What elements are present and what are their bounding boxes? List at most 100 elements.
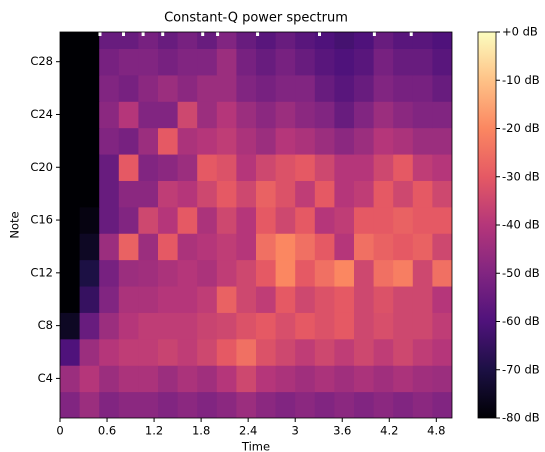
heatmap-cell bbox=[236, 127, 257, 155]
heatmap-cell bbox=[177, 74, 198, 102]
colorbar-tick-label: -20 dB bbox=[502, 121, 540, 135]
heatmap-cell bbox=[354, 74, 375, 102]
heatmap-cell bbox=[295, 32, 316, 49]
heatmap-cell bbox=[275, 154, 296, 181]
heatmap-cell bbox=[275, 206, 296, 234]
heatmap-cell bbox=[79, 74, 100, 102]
onset-marker bbox=[409, 32, 413, 36]
heatmap-cell bbox=[256, 365, 277, 393]
heatmap-cell bbox=[99, 259, 120, 287]
heatmap-cell bbox=[354, 338, 375, 366]
heatmap-cell bbox=[118, 259, 139, 287]
heatmap-cell bbox=[412, 312, 433, 340]
heatmap-cell bbox=[99, 32, 120, 49]
heatmap-cell bbox=[275, 259, 296, 287]
heatmap-cell bbox=[275, 48, 296, 76]
onset-marker bbox=[201, 32, 205, 36]
heatmap-cell bbox=[314, 48, 335, 76]
heatmap-cell bbox=[354, 233, 375, 261]
heatmap-cell bbox=[354, 101, 375, 129]
heatmap-cell bbox=[79, 180, 100, 208]
heatmap-cell bbox=[236, 312, 257, 340]
heatmap-cell bbox=[197, 101, 218, 129]
x-tick-label: 1.2 bbox=[145, 424, 163, 438]
heatmap-cell bbox=[158, 206, 179, 234]
heatmap-cell bbox=[138, 233, 159, 261]
colorbar-tick-label: -30 dB bbox=[502, 169, 540, 183]
heatmap-cell bbox=[118, 48, 139, 76]
heatmap-cell bbox=[177, 127, 198, 155]
heatmap-cell bbox=[354, 48, 375, 76]
heatmap-cell bbox=[236, 206, 257, 234]
y-axis-label: Note bbox=[8, 211, 22, 238]
heatmap-cell bbox=[138, 286, 159, 313]
heatmap-cell bbox=[334, 338, 355, 366]
heatmap-cell bbox=[432, 154, 452, 181]
heatmap-cell bbox=[314, 312, 335, 340]
heatmap-cell bbox=[256, 206, 277, 234]
heatmap-cell bbox=[373, 48, 394, 76]
heatmap-cell bbox=[216, 233, 237, 261]
x-tick-label: 0.6 bbox=[98, 424, 116, 438]
heatmap-cell bbox=[158, 32, 179, 49]
heatmap-cell bbox=[354, 391, 375, 418]
x-tick-label: 4.2 bbox=[380, 424, 398, 438]
heatmap-cell bbox=[79, 338, 100, 366]
heatmap-cell bbox=[373, 101, 394, 129]
heatmap-cell bbox=[158, 154, 179, 181]
heatmap-cell bbox=[412, 206, 433, 234]
heatmap-cell bbox=[256, 154, 277, 181]
heatmap-cell bbox=[99, 48, 120, 76]
heatmap-cell bbox=[99, 286, 120, 313]
heatmap-cell bbox=[216, 391, 237, 418]
heatmap-cell bbox=[118, 365, 139, 393]
heatmap-cell bbox=[158, 312, 179, 340]
heatmap-cell bbox=[79, 391, 100, 418]
heatmap-cell bbox=[373, 312, 394, 340]
heatmap-cell bbox=[354, 206, 375, 234]
colorbar-tick-label: -40 dB bbox=[502, 218, 540, 232]
heatmap-cell bbox=[354, 127, 375, 155]
x-tick-label: 3 bbox=[292, 424, 299, 438]
heatmap-cell bbox=[79, 259, 100, 287]
heatmap-cell bbox=[236, 233, 257, 261]
heatmap-cell bbox=[432, 286, 452, 313]
heatmap-cell bbox=[60, 206, 81, 234]
heatmap-cell bbox=[236, 32, 257, 49]
onset-marker bbox=[318, 32, 322, 36]
heatmap-cell bbox=[99, 338, 120, 366]
heatmap-cell bbox=[432, 74, 452, 102]
heatmap-cell bbox=[177, 391, 198, 418]
heatmap-cell bbox=[373, 233, 394, 261]
heatmap-cell bbox=[334, 154, 355, 181]
heatmap-cell bbox=[393, 312, 414, 340]
heatmap-cell bbox=[412, 154, 433, 181]
heatmap-cell bbox=[216, 127, 237, 155]
heatmap-cell bbox=[275, 180, 296, 208]
heatmap-cell bbox=[393, 32, 414, 49]
heatmap-cell bbox=[432, 127, 452, 155]
heatmap-cell bbox=[393, 127, 414, 155]
heatmap-cell bbox=[412, 286, 433, 313]
heatmap-cell bbox=[334, 101, 355, 129]
x-tick-label: 4.8 bbox=[427, 424, 445, 438]
heatmap-cell bbox=[373, 32, 394, 49]
heatmap-cell bbox=[432, 312, 452, 340]
heatmap-cell bbox=[216, 286, 237, 313]
heatmap-cell bbox=[138, 127, 159, 155]
colorbar-tick-label: -60 dB bbox=[502, 314, 540, 328]
heatmap-cell bbox=[99, 365, 120, 393]
heatmap-cell bbox=[314, 391, 335, 418]
heatmap-cell bbox=[275, 101, 296, 129]
heatmap-cell bbox=[60, 233, 81, 261]
heatmap-cell bbox=[118, 127, 139, 155]
heatmap-cell bbox=[412, 74, 433, 102]
heatmap-cell bbox=[334, 206, 355, 234]
heatmap-cell bbox=[138, 259, 159, 287]
heatmap-cell bbox=[158, 391, 179, 418]
heatmap-cell bbox=[99, 127, 120, 155]
heatmap-cell bbox=[216, 48, 237, 76]
heatmap-cell bbox=[177, 180, 198, 208]
heatmap-cell bbox=[256, 101, 277, 129]
